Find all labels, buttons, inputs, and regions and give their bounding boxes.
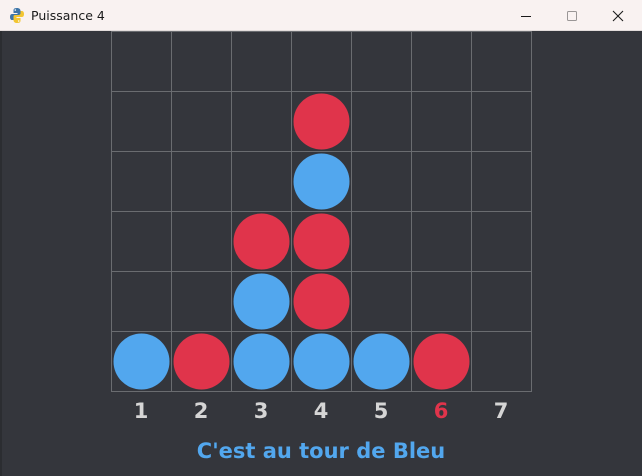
board-cell[interactable] [112, 32, 171, 91]
red-disc [173, 333, 230, 390]
board-cell[interactable] [472, 92, 531, 151]
board-cell[interactable] [352, 32, 411, 91]
red-disc [233, 213, 290, 270]
board-cell[interactable] [412, 32, 471, 91]
board-cell[interactable] [472, 212, 531, 271]
board-cell[interactable] [292, 32, 351, 91]
board-cell[interactable] [412, 92, 471, 151]
column-number-1: 1 [133, 399, 149, 423]
close-icon [612, 10, 624, 21]
board-cell[interactable] [232, 152, 291, 211]
board-cell[interactable] [412, 212, 471, 271]
board-cell[interactable] [112, 92, 171, 151]
blue-disc [293, 333, 350, 390]
blue-disc [233, 273, 290, 330]
board-cell[interactable] [232, 32, 291, 91]
board-cell[interactable] [172, 32, 231, 91]
blue-disc [113, 333, 170, 390]
column-number-5: 5 [373, 399, 389, 423]
board-cell[interactable] [352, 92, 411, 151]
python-icon [10, 8, 24, 23]
board-cell[interactable] [352, 152, 411, 211]
board-cell[interactable] [412, 272, 471, 331]
red-disc [293, 93, 350, 150]
minimize-icon [521, 15, 531, 17]
column-number-4: 4 [313, 399, 329, 423]
board-cell[interactable] [352, 212, 411, 271]
window-title: Puissance 4 [31, 8, 105, 23]
board-cell[interactable] [172, 212, 231, 271]
maximize-icon [567, 10, 577, 21]
column-number-6: 6 [433, 399, 449, 423]
column-number-3: 3 [253, 399, 269, 423]
maximize-button[interactable] [549, 0, 595, 31]
board-cell[interactable] [412, 152, 471, 211]
window-edge [0, 31, 2, 476]
game-board[interactable] [0, 31, 642, 393]
board-cell[interactable] [112, 152, 171, 211]
game-canvas[interactable]: 1 2 3 4 5 6 7 C'est au tour de Bleu [0, 31, 642, 476]
turn-status: C'est au tour de Bleu [196, 439, 446, 463]
blue-disc [293, 153, 350, 210]
board-cell[interactable] [172, 272, 231, 331]
board-cell[interactable] [472, 332, 531, 391]
board-cell[interactable] [112, 272, 171, 331]
board-cell[interactable] [172, 92, 231, 151]
red-disc [293, 273, 350, 330]
red-disc [413, 333, 470, 390]
red-disc [293, 213, 350, 270]
blue-disc [353, 333, 410, 390]
board-cell[interactable] [472, 32, 531, 91]
board-cell[interactable] [472, 152, 531, 211]
board-cell[interactable] [112, 212, 171, 271]
column-number-2: 2 [193, 399, 209, 423]
board-cell[interactable] [232, 92, 291, 151]
board-cell[interactable] [352, 272, 411, 331]
minimize-button[interactable] [503, 0, 549, 31]
close-button[interactable] [595, 0, 641, 31]
title-bar[interactable]: Puissance 4 [0, 0, 642, 31]
board-cell[interactable] [172, 152, 231, 211]
column-number-7: 7 [493, 399, 509, 423]
board-cell[interactable] [472, 272, 531, 331]
blue-disc [233, 333, 290, 390]
